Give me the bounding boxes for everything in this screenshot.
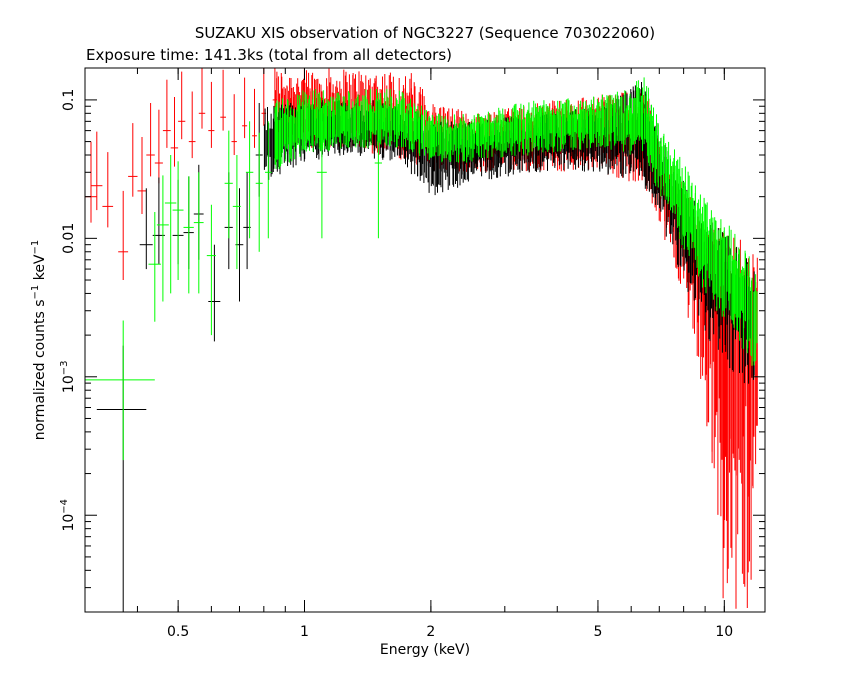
series-2-point-5 <box>183 176 194 294</box>
series-2-point-8 <box>224 130 233 239</box>
x-tick-label: 2 <box>426 624 435 640</box>
series-2-point-12 <box>265 121 272 239</box>
series-0-point-8 <box>162 79 171 148</box>
series-2-point-4 <box>172 161 184 280</box>
series-0-point-9 <box>170 97 179 167</box>
y-tick-label: 10−4 <box>59 499 77 532</box>
series-1-point-1 <box>139 188 153 270</box>
series-2-point-7 <box>206 204 216 336</box>
series-0-point-13 <box>208 81 215 148</box>
series-2-dense-band <box>274 77 758 366</box>
chart-subtitle: Exposure time: 141.3ks (total from all d… <box>86 46 452 64</box>
series-2-point-10 <box>245 121 254 239</box>
series-0-point-11 <box>188 91 196 159</box>
series-0-point-12 <box>198 68 206 129</box>
series-0-point-7 <box>154 109 163 184</box>
series-0-point-15 <box>231 94 237 155</box>
series-2-point-1 <box>148 212 161 322</box>
series-0-point-17 <box>252 88 257 148</box>
x-tick-label: 10 <box>715 624 733 640</box>
axis-ticks: 0.5 1 2 5 10 0.1 0.01 10−3 10−4 <box>59 68 765 640</box>
y-tick-label: 0.01 <box>61 223 77 254</box>
series-1-point-6 <box>208 244 221 342</box>
x-axis-label: Energy (keV) <box>380 642 470 658</box>
y-axis-label: normalized counts s−1 keV−1 <box>30 240 48 441</box>
y-tick-label: 10−3 <box>59 361 77 394</box>
series-0-point-3 <box>118 190 129 280</box>
chart-title: SUZAKU XIS observation of NGC3227 (Seque… <box>195 24 655 42</box>
x-tick-label: 5 <box>593 624 602 640</box>
series-0-point-14 <box>220 69 226 131</box>
y-tick-label: 0.1 <box>61 89 77 111</box>
series-2-point-14 <box>374 109 382 239</box>
data-layer <box>85 68 758 612</box>
series-0-point-5 <box>137 137 147 214</box>
series-2-point-11 <box>255 132 263 252</box>
x-tick-label: 0.5 <box>167 624 189 640</box>
series-0-point-6 <box>146 103 155 177</box>
series-0-point-16 <box>242 77 248 139</box>
series-0-point-19 <box>272 68 277 114</box>
series-0-point-4 <box>128 123 138 197</box>
series-2-point-0 <box>85 320 155 461</box>
series-2-point-13 <box>316 121 327 239</box>
series-2-point-3 <box>164 155 177 294</box>
series-0-point-2 <box>102 152 114 228</box>
x-tick-label: 1 <box>300 624 309 640</box>
plot-frame <box>84 67 766 613</box>
series-0-point-1 <box>91 131 103 211</box>
series-2-point-6 <box>193 172 204 294</box>
series-2-point-2 <box>156 175 169 302</box>
series-0-point-10 <box>178 71 186 140</box>
series-2-point-9 <box>232 155 241 270</box>
series-2 <box>85 77 758 461</box>
